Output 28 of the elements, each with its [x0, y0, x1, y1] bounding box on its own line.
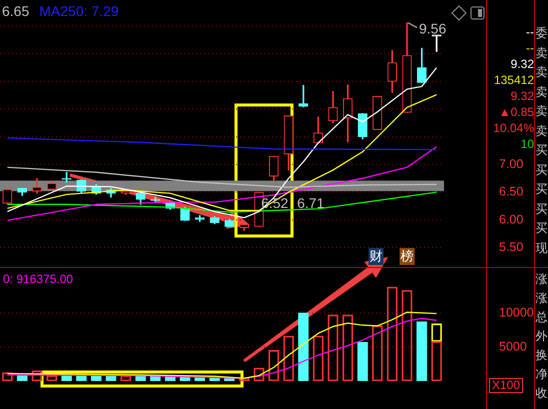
text: 9.32 [510, 56, 534, 72]
y-tick-label: 10000 [499, 305, 534, 320]
bar [357, 342, 368, 381]
text: 6.65 [2, 3, 30, 19]
annotation: 9.56 [419, 20, 446, 37]
text: 10 [520, 136, 534, 152]
y-tick-label: 5.50 [499, 240, 524, 254]
text: -- [525, 40, 534, 56]
chart-title: 0: 916375.00 [3, 272, 74, 286]
text: MA250: 7.29 [39, 3, 119, 19]
text: 9.32 [510, 88, 534, 104]
y-tick-label: 6.50 [499, 184, 524, 199]
text: 10.04% [492, 120, 534, 136]
annotation: 财 [370, 248, 383, 264]
y-tick-label: 7.00 [499, 156, 524, 171]
text: ▲0.85 [498, 104, 534, 120]
bar [16, 375, 28, 381]
text: X100 [489, 378, 524, 393]
bar [416, 321, 428, 381]
text: 涨涨总外换净收 [535, 272, 548, 400]
bar [298, 312, 309, 381]
y-tick-label: 6.00 [499, 212, 524, 226]
text: -- [525, 24, 534, 40]
text: 135412 [492, 72, 534, 88]
text: 委卖卖卖卖卖买买买买买现 [536, 26, 548, 254]
annotation: 6.71 [297, 194, 325, 211]
y-tick-label: 5000 [499, 339, 527, 354]
annotation: 榜 [400, 248, 414, 264]
